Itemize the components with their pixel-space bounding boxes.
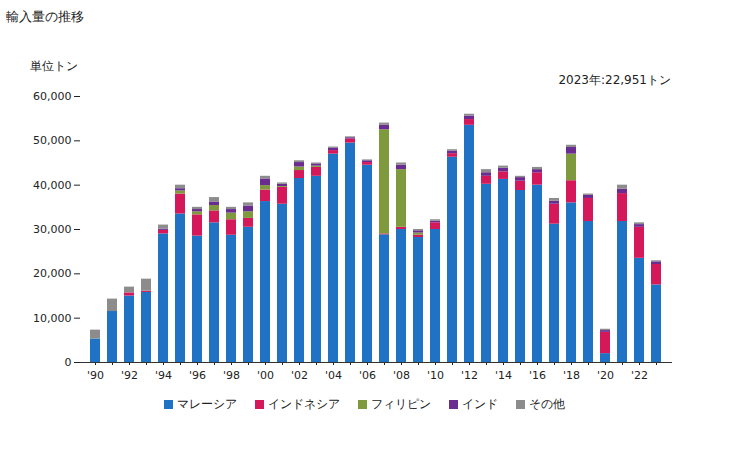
svg-text:60,000: 60,000	[33, 90, 72, 103]
svg-text:10,000: 10,000	[33, 312, 72, 325]
svg-text:'08: '08	[393, 369, 410, 382]
svg-text:'14: '14	[495, 369, 512, 382]
html-text:その他: その他	[529, 397, 565, 411]
svg-text:'06: '06	[359, 369, 376, 382]
svg-text:'12: '12	[461, 369, 478, 382]
svg-text:'10: '10	[427, 369, 444, 382]
svg-text:'98: '98	[223, 369, 240, 382]
svg-text:'20: '20	[597, 369, 614, 382]
svg-text:0: 0	[65, 356, 72, 369]
svg-text:'94: '94	[155, 369, 172, 382]
svg-text:40,000: 40,000	[33, 179, 72, 192]
svg-text:'90: '90	[87, 369, 104, 382]
svg-text:'18: '18	[563, 369, 580, 382]
html-text:マレーシア: マレーシア	[177, 397, 237, 411]
svg-text:'22: '22	[631, 369, 648, 382]
svg-text:30,000: 30,000	[33, 223, 72, 236]
svg-text:'16: '16	[529, 369, 546, 382]
svg-text:'92: '92	[121, 369, 138, 382]
svg-text:'00: '00	[257, 369, 274, 382]
html-text:輸入量の推移: 輸入量の推移	[6, 9, 84, 24]
svg-text:20,000: 20,000	[33, 267, 72, 280]
html-text:インド: インド	[462, 397, 498, 411]
svg-text:50,000: 50,000	[33, 134, 72, 147]
svg-text:'04: '04	[325, 369, 342, 382]
html-text:単位トン: 単位トン	[30, 59, 78, 73]
html-text:2023年:22,951トン: 2023年:22,951トン	[558, 73, 671, 87]
html-text:フィリピン: フィリピン	[371, 397, 431, 411]
html-text:インドネシア: インドネシア	[268, 397, 340, 411]
svg-text:'02: '02	[291, 369, 308, 382]
svg-text:'96: '96	[189, 369, 206, 382]
